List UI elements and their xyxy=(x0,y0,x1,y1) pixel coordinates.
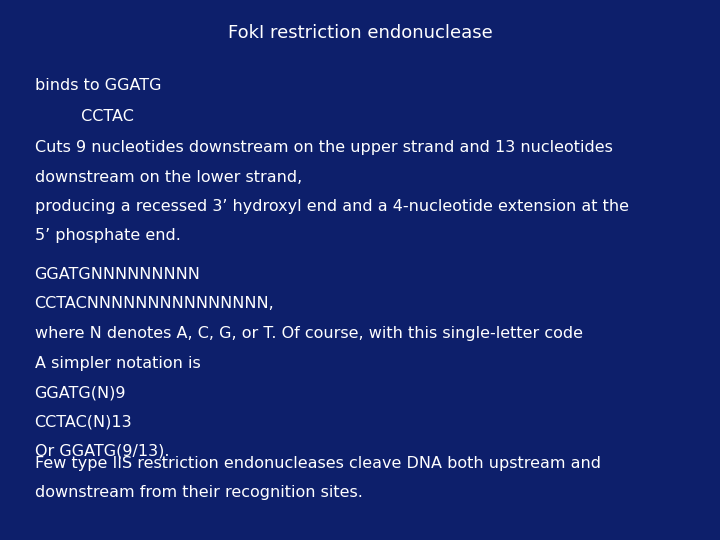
Text: where N denotes A, C, G, or T. Of course, with this single-letter code: where N denotes A, C, G, or T. Of course… xyxy=(35,326,582,341)
Text: 5’ phosphate end.: 5’ phosphate end. xyxy=(35,228,181,243)
Text: downstream on the lower strand,: downstream on the lower strand, xyxy=(35,170,302,185)
Text: A simpler notation is: A simpler notation is xyxy=(35,356,200,372)
Text: binds to GGATG: binds to GGATG xyxy=(35,78,161,93)
Text: Or GGATG(9/13).: Or GGATG(9/13). xyxy=(35,444,169,459)
Text: GGATG(N)9: GGATG(N)9 xyxy=(35,386,126,401)
Text: FokI restriction endonuclease: FokI restriction endonuclease xyxy=(228,24,492,42)
Text: Cuts 9 nucleotides downstream on the upper strand and 13 nucleotides: Cuts 9 nucleotides downstream on the upp… xyxy=(35,140,613,156)
Text: CCTACNNNNNNNNNNNNNNN,: CCTACNNNNNNNNNNNNNNN, xyxy=(35,296,274,312)
Text: GGATGNNNNNNNNN: GGATGNNNNNNNNN xyxy=(35,267,200,282)
Text: producing a recessed 3’ hydroxyl end and a 4-nucleotide extension at the: producing a recessed 3’ hydroxyl end and… xyxy=(35,199,629,214)
Text: downstream from their recognition sites.: downstream from their recognition sites. xyxy=(35,485,362,501)
Text: CCTAC(N)13: CCTAC(N)13 xyxy=(35,415,132,430)
Text: CCTAC: CCTAC xyxy=(35,109,133,124)
Text: Few type IIS restriction endonucleases cleave DNA both upstream and: Few type IIS restriction endonucleases c… xyxy=(35,456,600,471)
